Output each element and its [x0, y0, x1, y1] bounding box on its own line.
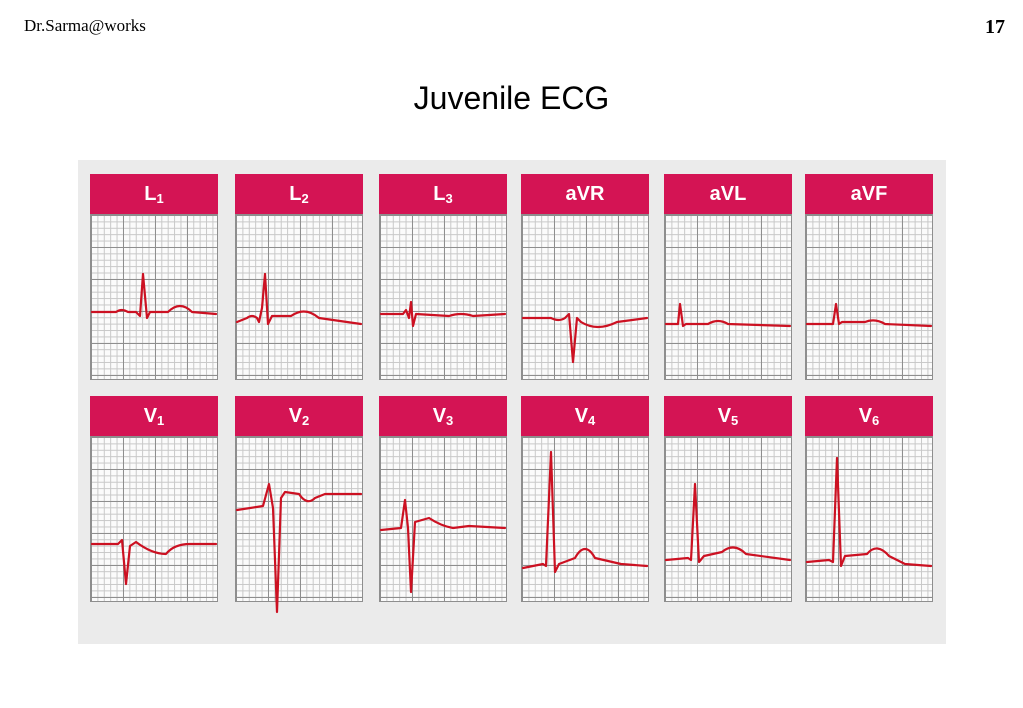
lead-label: V	[717, 405, 732, 427]
lead-panel-avr: aVR	[521, 174, 649, 382]
lead-panel-v1: V1	[90, 396, 218, 604]
lead-header-v2: V2	[235, 396, 363, 436]
lead-label: aVR	[565, 183, 605, 205]
ecg-grid	[521, 214, 649, 380]
ecg-grid	[235, 214, 363, 380]
lead-label: L	[433, 183, 446, 205]
lead-label: V	[574, 405, 589, 427]
ecg-trace-v3	[379, 498, 507, 594]
lead-subscript: 2	[301, 191, 309, 206]
lead-subscript: 4	[588, 413, 596, 428]
lead-panel-v5: V5	[664, 396, 792, 604]
ecg-grid	[90, 214, 218, 380]
ecg-grid	[90, 436, 218, 602]
lead-header-l3: L3	[379, 174, 507, 214]
ecg-trace-l1	[90, 272, 218, 320]
lead-subscript: 5	[731, 413, 739, 428]
ecg-trace-avl	[664, 302, 792, 328]
lead-header-v6: V6	[805, 396, 933, 436]
lead-subscript: 6	[872, 413, 880, 428]
lead-header-avl: aVL	[664, 174, 792, 214]
lead-label: V	[288, 405, 303, 427]
ecg-trace-v5	[664, 482, 792, 564]
lead-panel-l3: L3	[379, 174, 507, 382]
ecg-trace-avf	[805, 302, 933, 328]
lead-label: L	[144, 183, 157, 205]
ecg-trace-v2	[235, 482, 363, 614]
lead-panel-avl: aVL	[664, 174, 792, 382]
ecg-trace-v4	[521, 450, 649, 574]
ecg-figure: L1 L2 L3 aVR aVL aVF	[78, 160, 946, 644]
ecg-trace-avr	[521, 312, 649, 364]
ecg-trace-v1	[90, 538, 218, 586]
lead-panel-v3: V3	[379, 396, 507, 604]
lead-subscript: 3	[446, 413, 454, 428]
lead-panel-l1: L1	[90, 174, 218, 382]
lead-subscript: 1	[157, 413, 165, 428]
ecg-trace-l3	[379, 300, 507, 328]
author-credit: Dr.Sarma@works	[24, 16, 146, 35]
lead-panel-v4: V4	[521, 396, 649, 604]
ecg-grid	[805, 436, 933, 602]
lead-header-avf: aVF	[805, 174, 933, 214]
lead-subscript: 1	[156, 191, 164, 206]
ecg-grid	[379, 436, 507, 602]
lead-panel-l2: L2	[235, 174, 363, 382]
lead-label: V	[143, 405, 158, 427]
lead-label: aVL	[709, 183, 747, 205]
ecg-grid	[664, 214, 792, 380]
lead-header-v3: V3	[379, 396, 507, 436]
lead-header-v5: V5	[664, 396, 792, 436]
ecg-grid	[805, 214, 933, 380]
lead-panel-v6: V6	[805, 396, 933, 604]
lead-label: V	[858, 405, 873, 427]
ecg-grid	[664, 436, 792, 602]
lead-label: V	[432, 405, 447, 427]
ecg-grid	[521, 436, 649, 602]
lead-header-l2: L2	[235, 174, 363, 214]
ecg-grid	[235, 436, 363, 602]
lead-label: L	[289, 183, 302, 205]
lead-header-v4: V4	[521, 396, 649, 436]
ecg-grid	[379, 214, 507, 380]
lead-panel-avf: aVF	[805, 174, 933, 382]
page-number: 17	[985, 16, 1005, 38]
ecg-trace-l2	[235, 272, 363, 326]
lead-header-v1: V1	[90, 396, 218, 436]
ecg-trace-v6	[805, 456, 933, 568]
lead-header-l1: L1	[90, 174, 218, 214]
slide-title: Juvenile ECG	[413, 80, 610, 116]
lead-label: aVF	[850, 183, 888, 205]
lead-panel-v2: V2	[235, 396, 363, 614]
lead-header-avr: aVR	[521, 174, 649, 214]
lead-subscript: 3	[445, 191, 453, 206]
lead-subscript: 2	[302, 413, 310, 428]
